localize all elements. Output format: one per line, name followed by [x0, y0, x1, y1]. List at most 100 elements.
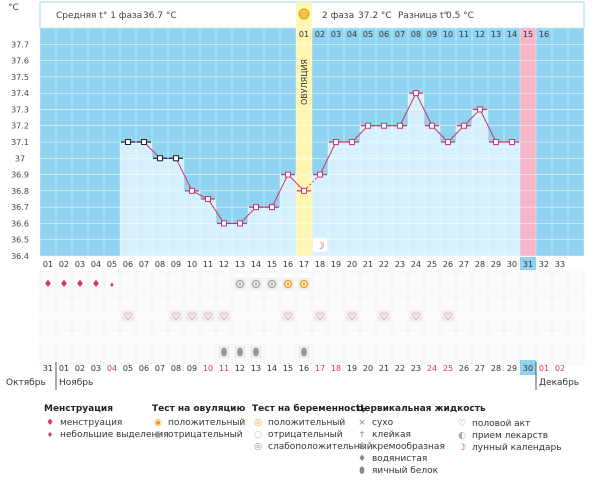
ovulation-test-dot	[270, 282, 274, 286]
heart-icon: ♡	[172, 312, 181, 323]
menstruation-icon: ♦	[76, 279, 85, 290]
current-date-highlight	[520, 360, 536, 375]
legend-item: ♦ менструация	[44, 417, 169, 429]
cycle-day-label: 10	[187, 260, 197, 269]
cycle-day-label: 14	[251, 260, 261, 269]
diff-value: 0.5 °C	[446, 11, 474, 21]
moon-cell	[313, 238, 327, 252]
legend-label: отрицательный	[168, 430, 243, 440]
top-day-label: 11	[459, 30, 469, 39]
diff-label: Разница t°	[398, 11, 448, 21]
egg-white-icon	[221, 347, 227, 357]
cycle-day-label: 08	[155, 260, 165, 269]
intercourse-cell	[218, 310, 230, 322]
legend-label: менструация	[60, 418, 123, 428]
menstruation-icon: ♦	[109, 282, 114, 289]
current-day-highlight	[520, 257, 536, 270]
heart-icon: ♡	[412, 312, 421, 323]
legend-item: ✻ кремообразная	[356, 441, 486, 453]
calendar-date-label: 25	[443, 364, 453, 373]
cycle-day-label: 24	[411, 260, 421, 269]
calendar-date-label: 04	[107, 364, 117, 373]
legend-ovulation-title: Тест на овуляцию	[152, 404, 246, 414]
calendar-date-label: 18	[331, 364, 341, 373]
temperature-point	[365, 122, 371, 129]
y-tick-label: 36.6	[11, 219, 29, 228]
calendar-date-label: 08	[171, 364, 181, 373]
temperature-bar	[280, 174, 296, 256]
egg-white-icon	[253, 347, 259, 357]
y-tick-label: 37.3	[11, 105, 29, 114]
temperature-bar	[440, 142, 456, 256]
legend-label: положительный	[268, 418, 346, 428]
legend-label: сухо	[372, 418, 394, 428]
cycle-day-label: 32	[539, 260, 549, 269]
y-unit-label: °C	[8, 3, 19, 13]
calendar-date-label: 16	[299, 364, 309, 373]
temperature-point	[397, 122, 403, 129]
legend-item: ⬮ яичный белок	[356, 465, 486, 477]
calendar-date-label: 02	[555, 364, 565, 373]
top-day-label: 14	[507, 30, 517, 39]
cycle-day-label: 03	[75, 260, 85, 269]
heart-icon: ♡	[204, 312, 213, 323]
temperature-point	[205, 196, 211, 202]
legend-label: небольшие выделения	[60, 430, 169, 440]
top-day-label: 03	[331, 30, 341, 39]
legend-label: водянистая	[372, 454, 428, 464]
ovulation-test-icon	[251, 279, 261, 289]
legend-label: положительный	[168, 418, 246, 428]
y-tick-label: 37.7	[11, 40, 29, 49]
temperature-bar	[136, 142, 152, 256]
temperature-bar	[504, 142, 520, 256]
intercourse-cell	[378, 310, 390, 322]
heart-icon: ♡	[316, 312, 325, 323]
temperature-point	[221, 220, 227, 227]
legend-item: ☽ лунный календарь	[456, 442, 562, 454]
temperature-line-segment	[415, 92, 433, 126]
legend-label: отрицательный	[268, 430, 343, 440]
legend-item: ◐ прием лекарств	[456, 430, 562, 442]
temperature-chart: 36.4 36.5 36.6 36.7 36.8 36.9 37 37.1 37.2 37.3 37…	[6, 1, 585, 390]
cycle-day-label: 09	[171, 260, 181, 269]
intercourse-cell	[314, 310, 326, 322]
temperature-line-segment	[479, 109, 497, 143]
menstruation-icon: ♦	[92, 279, 101, 290]
y-tick-label: 37	[15, 154, 25, 163]
legend-cervical-fluid: Цервикальная жидкость × сухо † клейкая ✻ кр…	[356, 404, 486, 477]
calendar-date-label: 07	[155, 364, 165, 373]
cycle-day-label: 23	[395, 260, 405, 269]
y-tick-label: 37.4	[11, 89, 29, 98]
legend-label: клейкая	[372, 430, 411, 440]
watery-icon: ♦	[357, 454, 367, 464]
egg-white-icon	[301, 347, 307, 357]
ovulation-test-dot	[286, 282, 290, 286]
menstruation-icon: ♦	[44, 279, 53, 290]
intercourse-cell	[442, 310, 454, 322]
top-day-label: 09	[427, 30, 437, 39]
calendar-date-label: 11	[219, 364, 229, 373]
temperature-bar	[264, 207, 280, 256]
legend-label: лунный календарь	[472, 443, 562, 453]
legend-item: ♦ водянистая	[356, 453, 486, 465]
cycle-day-label: 29	[491, 260, 501, 269]
top-day-label: 02	[315, 30, 325, 39]
cycle-day-label: 28	[475, 260, 485, 269]
temperature-point	[253, 204, 259, 211]
y-tick-label: 37.2	[11, 122, 29, 131]
legend-item: ○ отрицательный	[252, 429, 373, 441]
top-day-label: 16	[539, 30, 549, 39]
pregnancy-positive-icon: ◎	[254, 418, 262, 428]
ovulation-test-dot	[238, 282, 242, 286]
ovulation-test-dot	[254, 282, 258, 286]
cycle-day-label: 19	[331, 260, 341, 269]
temperature-bar	[120, 142, 136, 256]
legend-label: слабоположительный	[268, 442, 373, 452]
ovulation-negative-icon: ◉	[154, 430, 162, 440]
temperature-bar	[328, 142, 344, 256]
drop-icon: ♦	[45, 418, 55, 428]
heart-icon: ♡	[124, 312, 133, 323]
temperature-point	[125, 139, 131, 145]
top-day-label: 06	[379, 30, 389, 39]
cycle-day-label: 13	[235, 260, 245, 269]
